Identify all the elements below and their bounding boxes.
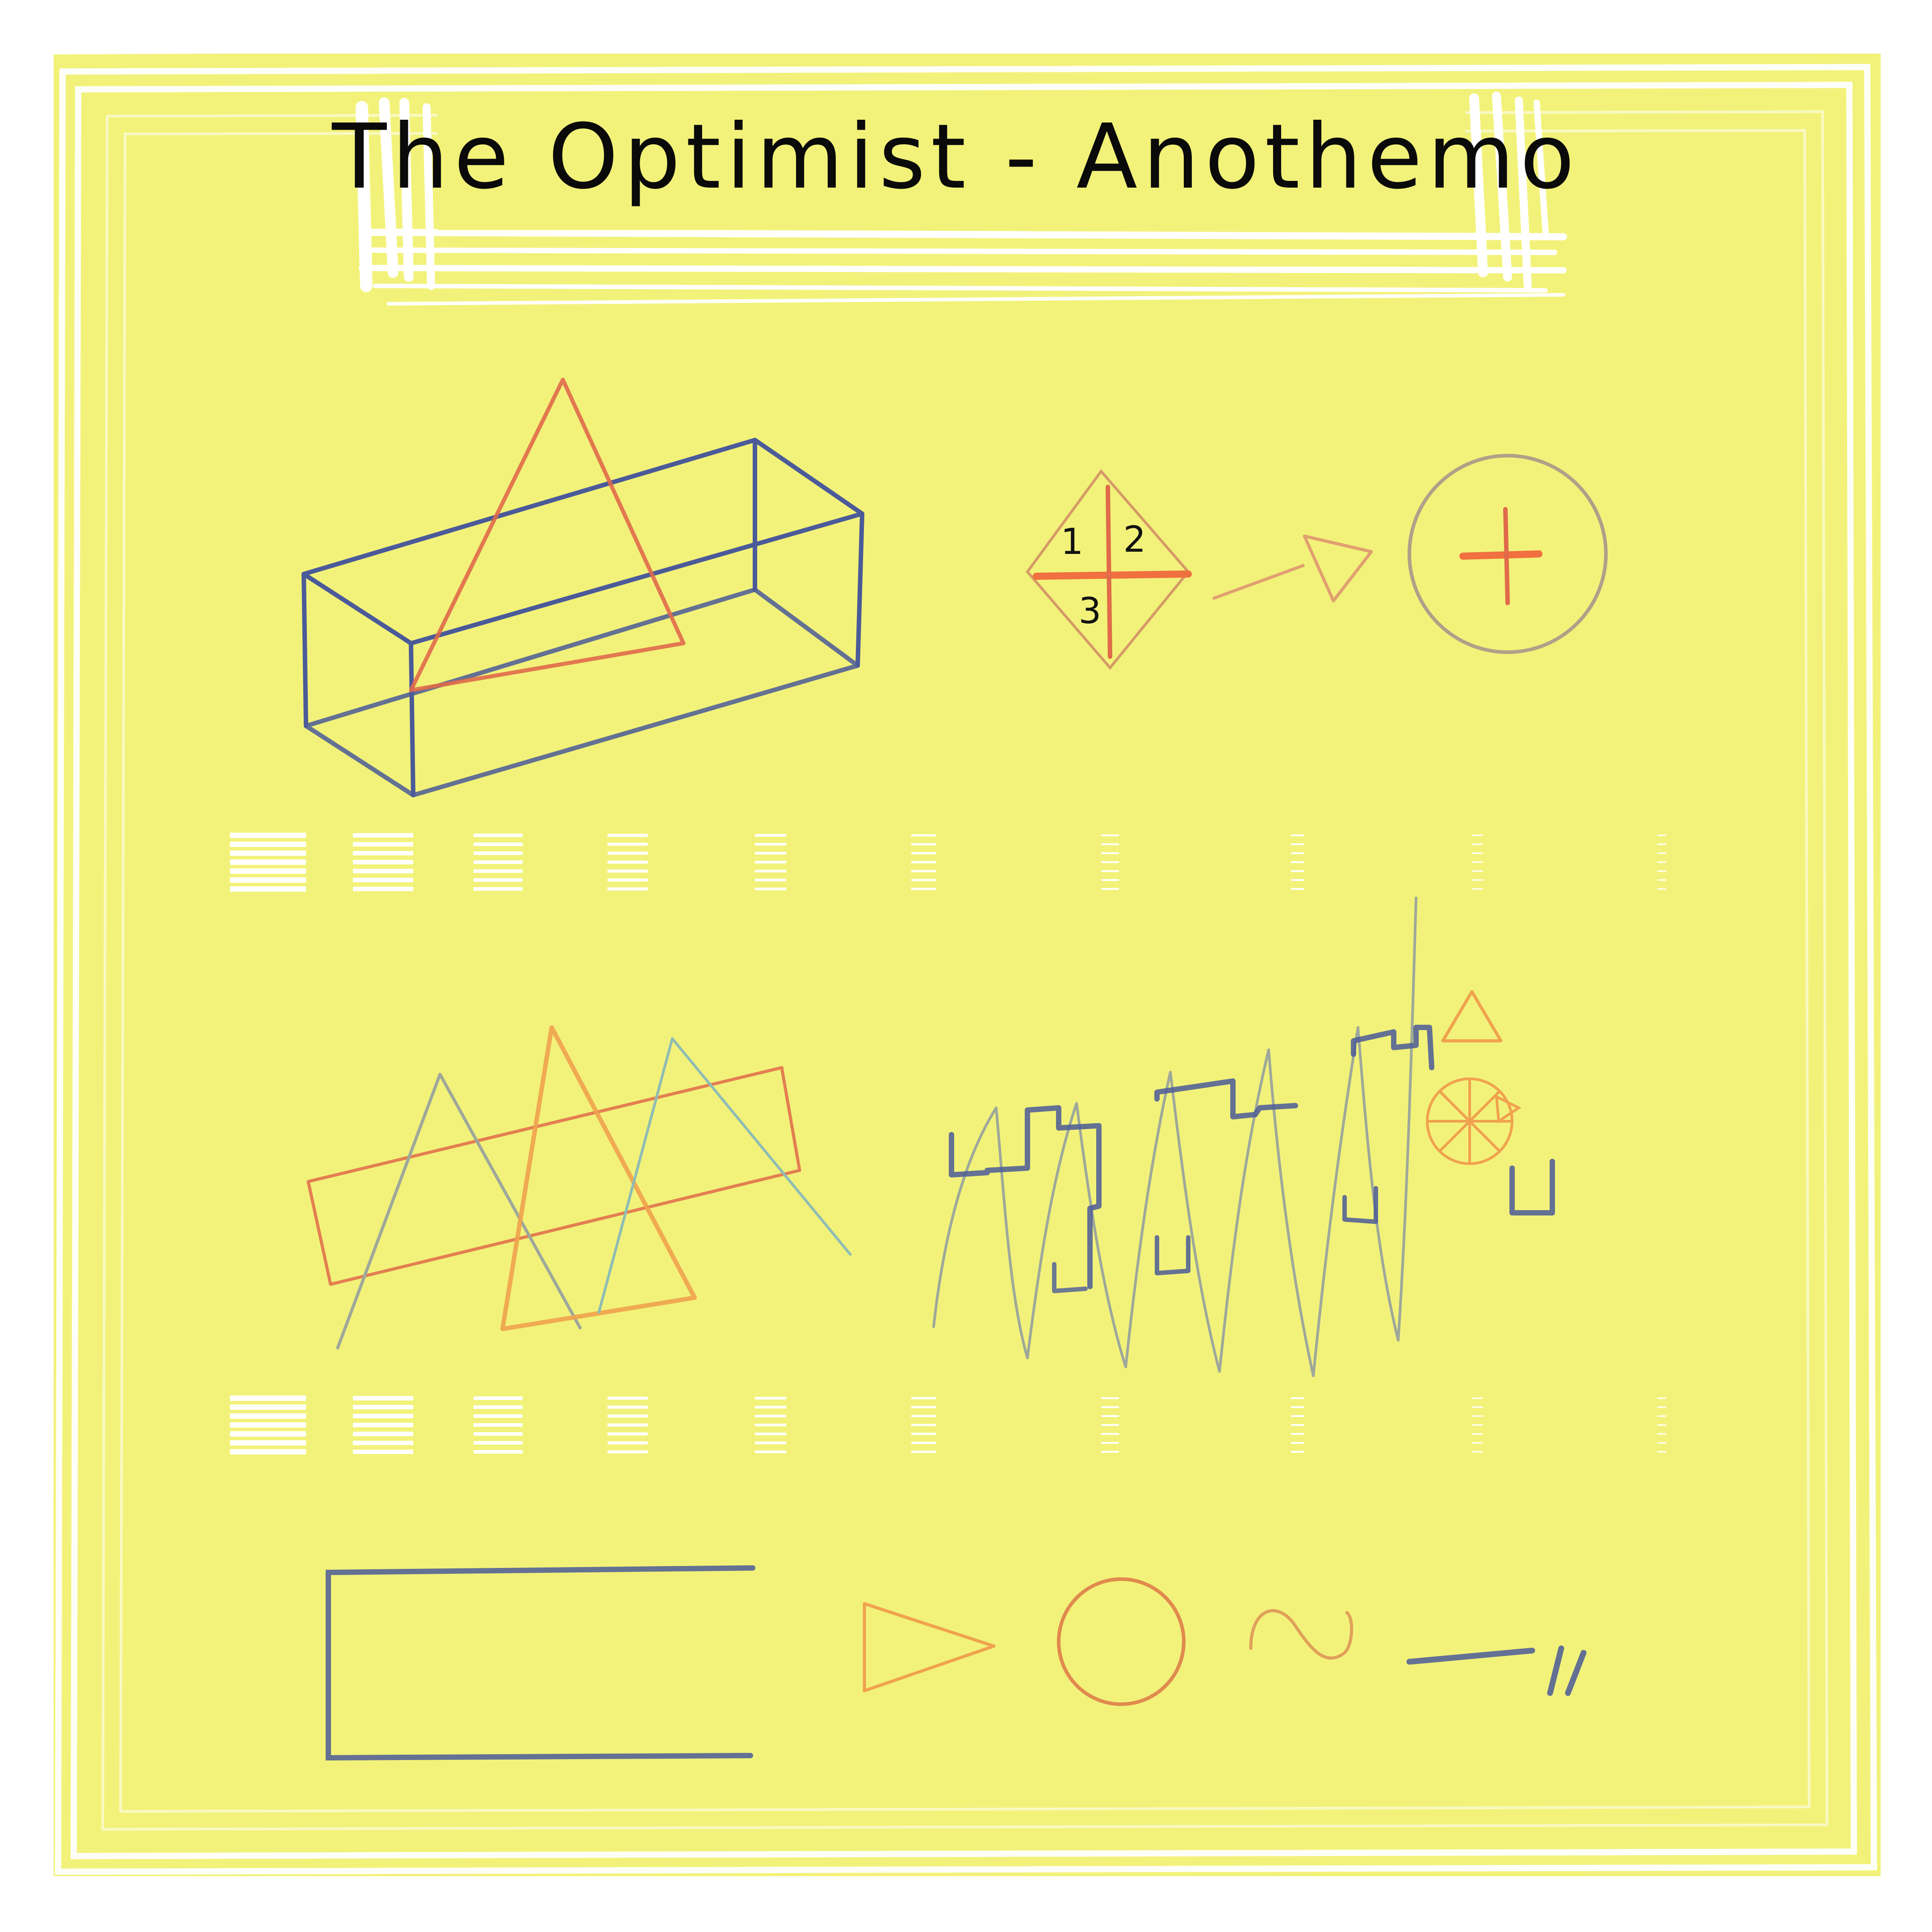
play-triangle-icon	[863, 1602, 996, 1693]
scribble-wave	[932, 897, 1555, 1377]
wave-icon	[1249, 1609, 1354, 1660]
triangles-group	[306, 1025, 852, 1350]
line-icon	[1406, 1645, 1587, 1696]
small-triangle-icon	[1441, 990, 1503, 1043]
title-banner: The Optimist - Anothemo	[331, 92, 1580, 306]
circle-icon	[1057, 1577, 1186, 1706]
separator-top	[230, 833, 1666, 892]
separator-bottom	[230, 1396, 1666, 1454]
page-title: The Optimist - Anothemo	[331, 105, 1580, 209]
diamond-icon: 1 2 3	[1026, 469, 1192, 670]
diamond-label-1: 1	[1061, 521, 1084, 562]
wheel-icon	[1426, 1077, 1521, 1165]
triangle-icon	[409, 377, 686, 692]
rectangle-bracket-icon	[326, 1565, 755, 1761]
diamond-label-2: 2	[1123, 519, 1146, 560]
arrow-icon	[1212, 534, 1373, 603]
box-icon	[302, 438, 864, 797]
circle-plus-icon	[1408, 454, 1608, 654]
diamond-label-3: 3	[1079, 590, 1102, 632]
